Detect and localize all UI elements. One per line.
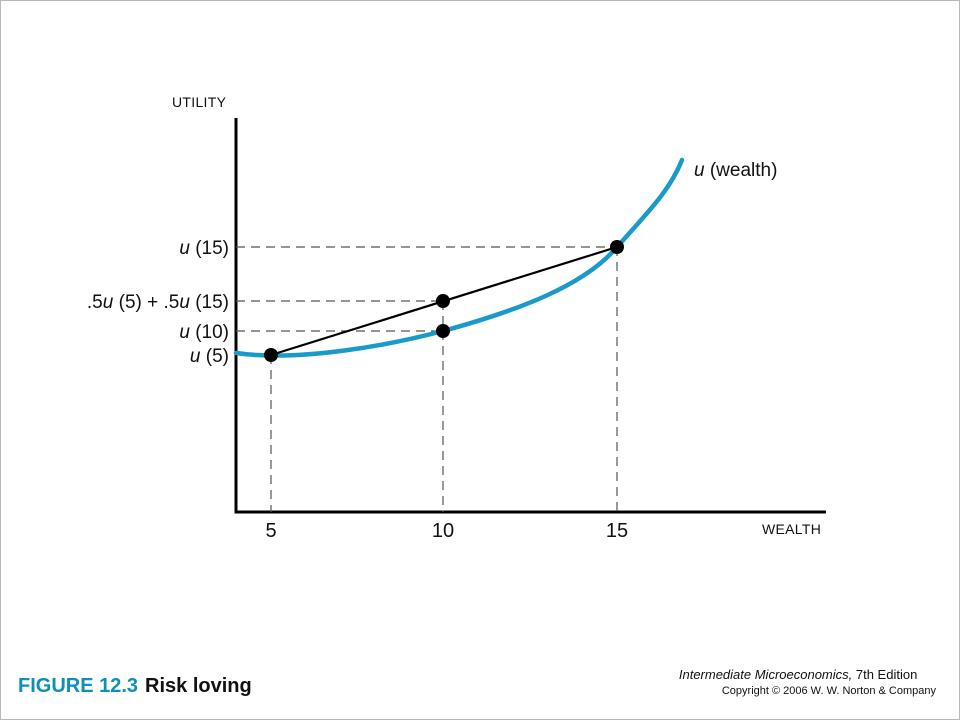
utility-curve <box>233 157 685 358</box>
x-axis-label: WEALTH <box>762 521 821 537</box>
y-tick-u5: u (5) <box>190 346 229 367</box>
book-edition: 7th Edition <box>852 667 918 682</box>
y-tick-mix-p1: .5 <box>87 292 103 313</box>
y-tick-u5-u: u <box>190 346 201 367</box>
y-tick-mix-p2: (5) + .5 <box>113 292 179 313</box>
y-tick-u15-rest: (15) <box>190 238 229 259</box>
point-u10 <box>436 324 450 338</box>
y-tick-u10-rest: (10) <box>190 322 229 343</box>
x-tick-15: 15 <box>606 520 628 542</box>
y-tick-u10-u: u <box>179 322 190 343</box>
x-tick-10: 10 <box>432 520 454 542</box>
y-tick-mix: .5u (5) + .5u (15) <box>87 292 229 313</box>
y-tick-mix-i1: u <box>103 292 114 313</box>
curve-label: u (wealth) <box>694 160 777 181</box>
y-tick-mix-i2: u <box>179 292 190 313</box>
y-tick-u15-u: u <box>179 238 190 259</box>
point-mix <box>436 294 450 308</box>
book-title: Intermediate Microeconomics, <box>678 667 853 682</box>
y-tick-u5-rest: (5) <box>201 346 230 367</box>
curve-label-u: u <box>694 160 705 181</box>
point-u5 <box>264 348 278 362</box>
point-u15 <box>610 240 624 254</box>
figure-number: FIGURE 12.3 <box>18 675 139 697</box>
curve-label-rest: (wealth) <box>705 160 778 181</box>
copyright-notice: Copyright © 2006 W. W. Norton & Company <box>721 685 936 697</box>
y-tick-mix-p3: (15) <box>190 292 229 313</box>
y-tick-u15: u (15) <box>179 238 229 259</box>
book-title-line: Intermediate Microeconomics, 7th Edition <box>679 667 936 682</box>
figure-title: Risk loving <box>145 675 252 697</box>
x-tick-5: 5 <box>265 520 276 542</box>
y-tick-u10: u (10) <box>179 322 229 343</box>
y-axis-label: UTILITY <box>172 94 227 110</box>
book-credit: Intermediate Microeconomics, 7th Edition… <box>679 667 936 697</box>
figure-caption: FIGURE 12.3 Risk loving <box>18 675 252 698</box>
